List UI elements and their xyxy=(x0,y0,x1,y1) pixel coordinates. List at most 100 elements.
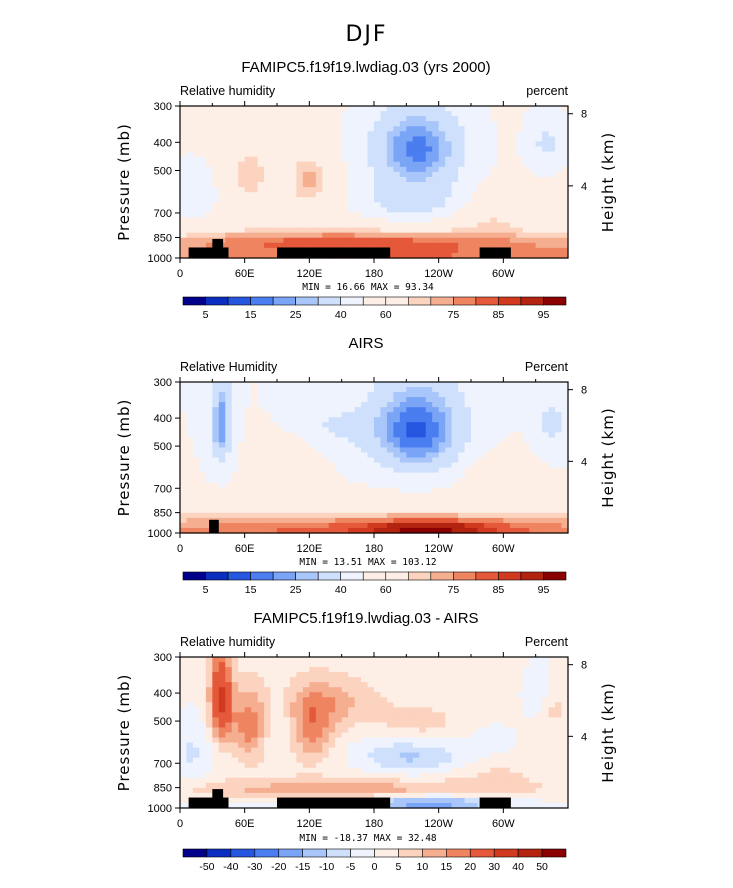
heatmap-cell xyxy=(328,427,336,433)
heatmap-cell xyxy=(522,662,530,668)
heatmap-cell xyxy=(315,662,323,668)
heatmap-cell xyxy=(477,657,485,663)
heatmap-cell xyxy=(483,732,491,739)
heatmap-cell xyxy=(289,156,297,163)
heatmap-cell xyxy=(277,667,285,673)
heatmap-cell xyxy=(406,727,414,734)
heatmap-cell xyxy=(522,111,530,117)
heatmap-cell xyxy=(393,141,401,148)
heatmap-cell xyxy=(335,467,343,474)
heatmap-cell xyxy=(205,121,213,127)
heatmap-cell xyxy=(270,427,278,433)
heatmap-cell xyxy=(302,182,310,188)
heatmap-cell xyxy=(374,116,382,122)
heatmap-cell xyxy=(289,412,297,418)
heatmap-cell xyxy=(393,707,401,713)
heatmap-cell xyxy=(289,742,297,749)
heatmap-cell xyxy=(354,116,362,122)
heatmap-cell xyxy=(302,452,310,459)
heatmap-cell xyxy=(412,131,420,137)
heatmap-cell xyxy=(361,187,369,193)
heatmap-cell xyxy=(244,697,252,703)
heatmap-cell xyxy=(283,492,291,499)
heatmap-cell xyxy=(277,752,285,759)
heatmap-cell xyxy=(367,662,375,668)
heatmap-cell xyxy=(238,437,246,443)
heatmap-cell xyxy=(412,176,420,183)
heatmap-cell xyxy=(490,742,498,749)
heatmap-cell xyxy=(529,207,537,213)
heatmap-cell xyxy=(471,387,479,393)
heatmap-cell xyxy=(386,237,394,244)
heatmap-cell xyxy=(192,752,200,759)
heatmap-cell xyxy=(309,437,317,443)
heatmap-cell xyxy=(231,497,239,504)
heatmap-cell xyxy=(451,171,459,178)
heatmap-cell xyxy=(244,482,252,489)
heatmap-cell xyxy=(458,161,466,168)
heatmap-cell xyxy=(205,176,213,183)
heatmap-cell xyxy=(315,692,323,698)
heatmap-cell xyxy=(516,522,524,529)
heatmap-cell xyxy=(244,387,252,393)
heatmap-cell xyxy=(399,457,407,464)
heatmap-cell xyxy=(535,452,543,459)
heatmap-cell xyxy=(386,131,394,137)
heatmap-cell xyxy=(270,442,278,449)
heatmap-cell xyxy=(309,752,317,759)
heatmap-cell xyxy=(522,437,530,443)
heatmap-cell xyxy=(244,472,252,479)
heatmap-cell xyxy=(516,397,524,403)
heatmap-cell xyxy=(244,106,252,112)
heatmap-cell xyxy=(529,402,537,408)
heatmap-cell xyxy=(374,747,382,754)
heatmap-cell xyxy=(186,702,194,708)
heatmap-cell xyxy=(529,742,537,749)
heatmap-cell xyxy=(399,176,407,183)
heatmap-cell xyxy=(277,727,285,734)
heatmap-cell xyxy=(270,462,278,469)
heatmap-cell xyxy=(529,517,537,524)
heatmap-cell xyxy=(509,472,517,479)
heatmap-cell xyxy=(328,197,336,203)
heatmap-cell xyxy=(374,752,382,759)
heatmap-cell xyxy=(186,222,194,229)
heatmap-cell xyxy=(277,757,285,764)
heatmap-cell xyxy=(529,136,537,143)
heatmap-cell xyxy=(186,487,194,494)
heatmap-cell xyxy=(192,517,200,524)
heatmap-cell xyxy=(464,121,472,127)
heatmap-cell xyxy=(458,697,466,703)
heatmap-cell xyxy=(289,237,297,244)
heatmap-cell xyxy=(542,677,550,683)
heatmap-cell xyxy=(509,727,517,734)
heatmap-cell xyxy=(496,432,504,438)
heatmap-cell xyxy=(425,512,433,519)
heatmap-cell xyxy=(192,722,200,729)
heatmap-cell xyxy=(548,732,556,739)
heatmap-cell xyxy=(283,467,291,474)
heatmap-cell xyxy=(348,217,356,224)
heatmap-cell xyxy=(438,131,446,137)
heatmap-cell xyxy=(180,237,188,244)
heatmap-cell xyxy=(483,176,491,183)
heatmap-cell xyxy=(380,417,388,423)
heatmap-cell xyxy=(496,222,504,229)
heatmap-cell xyxy=(419,477,427,484)
heatmap-cell xyxy=(257,517,265,524)
heatmap-cell xyxy=(218,161,226,168)
heatmap-cell xyxy=(509,217,517,224)
heatmap-cell xyxy=(199,136,207,143)
heatmap-cell xyxy=(225,757,233,764)
heatmap-cell xyxy=(315,417,323,423)
heatmap-cell xyxy=(445,677,453,683)
heatmap-cell xyxy=(471,677,479,683)
heatmap-cell xyxy=(425,417,433,423)
heatmap-cell xyxy=(432,166,440,173)
heatmap-cell xyxy=(322,116,330,122)
heatmap-cell xyxy=(361,697,369,703)
heatmap-cell xyxy=(257,467,265,474)
heatmap-cell xyxy=(406,482,414,489)
heatmap-cell xyxy=(535,252,543,259)
heatmap-cell xyxy=(335,737,343,744)
